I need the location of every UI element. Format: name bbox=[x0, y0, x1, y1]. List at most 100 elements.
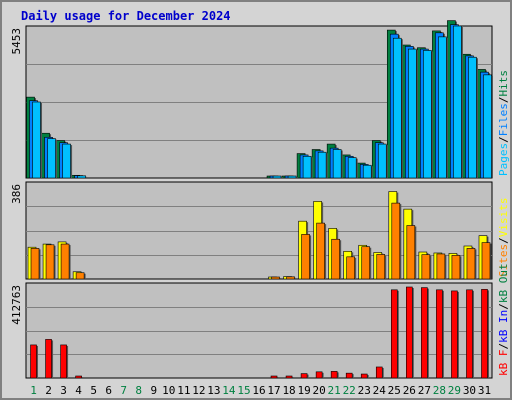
x-tick-label-day-2: 2 bbox=[45, 384, 52, 397]
bar-sites-day-4 bbox=[75, 272, 85, 280]
bar-kb-f-day-20 bbox=[315, 371, 323, 379]
x-tick-label-day-14: 14 bbox=[222, 384, 236, 397]
legend-entry-kbytes-0: kB F bbox=[497, 350, 510, 377]
bar-sites-day-17 bbox=[271, 276, 280, 280]
bar-kb-f-day-28 bbox=[436, 289, 443, 379]
bar-sites-day-19 bbox=[301, 234, 310, 280]
legend-entry-visits-sites-2: Visits bbox=[497, 198, 510, 238]
bar-sites-day-28 bbox=[436, 253, 446, 280]
bar-pages-day-27 bbox=[423, 50, 432, 179]
x-tick-label-day-8: 8 bbox=[135, 384, 142, 397]
bar-pages-day-21 bbox=[332, 149, 342, 179]
legend-entry-kbytes-1: / bbox=[497, 343, 510, 350]
bar-kb-f-day-18 bbox=[285, 375, 293, 379]
bar-pages-day-25 bbox=[392, 37, 402, 179]
x-tick-label-day-12: 12 bbox=[192, 384, 205, 397]
bar-pages-day-19 bbox=[302, 155, 312, 179]
x-tick-label-day-6: 6 bbox=[105, 384, 112, 397]
bar-sites-day-25 bbox=[391, 202, 401, 280]
bar-pages-day-20 bbox=[317, 151, 327, 179]
bar-kb-f-day-27 bbox=[421, 287, 428, 379]
bar-kb-f-day-31 bbox=[481, 289, 488, 379]
x-tick-label-day-1: 1 bbox=[30, 384, 37, 397]
chart-title: Daily usage for December 2024 bbox=[21, 9, 231, 23]
legend-entry-hits-files-pages-1: / bbox=[497, 136, 510, 143]
bar-kb-f-day-22 bbox=[345, 372, 353, 379]
x-tick-label-day-4: 4 bbox=[75, 384, 82, 397]
x-tick-label-day-18: 18 bbox=[282, 384, 295, 397]
bar-sites-day-23 bbox=[361, 246, 371, 280]
legend-entry-kbytes-3: / bbox=[497, 303, 510, 310]
x-tick-label-day-26: 26 bbox=[403, 384, 416, 397]
bar-pages-day-28 bbox=[438, 36, 447, 179]
y-max-label-visits-sites: 386 bbox=[10, 184, 23, 204]
legend-entry-kbytes-4: kB Out bbox=[497, 263, 510, 303]
plot-area-kbytes bbox=[25, 282, 493, 379]
x-tick-label-day-23: 23 bbox=[358, 384, 371, 397]
bar-kb-f-day-17 bbox=[270, 375, 278, 379]
legend-visits-sites: Sites/Visits bbox=[497, 198, 510, 278]
legend-kbytes: kB F/kB In/kB Out bbox=[497, 263, 510, 376]
bar-sites-day-21 bbox=[331, 238, 340, 280]
x-tick-label-day-9: 9 bbox=[150, 384, 157, 397]
bar-sites-day-26 bbox=[406, 225, 416, 280]
x-tick-label-day-28: 28 bbox=[433, 384, 446, 397]
bar-pages-day-1 bbox=[32, 101, 41, 179]
x-tick-label-day-17: 17 bbox=[267, 384, 280, 397]
legend-entry-hits-files-pages-2: Files bbox=[497, 103, 510, 136]
legend-entry-hits-files-pages-4: Hits bbox=[497, 70, 510, 97]
bar-kb-f-day-25 bbox=[390, 289, 398, 379]
x-tick-label-day-25: 25 bbox=[388, 384, 401, 397]
bar-kb-f-day-26 bbox=[406, 286, 413, 379]
x-tick-label-day-30: 30 bbox=[463, 384, 476, 397]
bar-pages-day-17 bbox=[272, 175, 282, 179]
bar-kb-f-day-23 bbox=[360, 373, 368, 379]
bar-kb-f-day-30 bbox=[466, 289, 473, 379]
x-tick-label-day-31: 31 bbox=[478, 384, 491, 397]
bar-kb-f-day-29 bbox=[451, 290, 458, 379]
bar-pages-day-2 bbox=[47, 138, 56, 179]
bar-sites-day-22 bbox=[346, 256, 355, 280]
bar-kb-f-day-1 bbox=[30, 344, 37, 379]
legend-entry-hits-files-pages-3: / bbox=[497, 97, 510, 104]
x-tick-label-day-29: 29 bbox=[448, 384, 461, 397]
x-tick-label-day-22: 22 bbox=[343, 384, 356, 397]
legend-entry-hits-files-pages-0: Pages bbox=[497, 143, 510, 176]
bar-sites-day-31 bbox=[481, 242, 491, 280]
y-max-label-kbytes: 412763 bbox=[10, 285, 23, 325]
bar-pages-day-22 bbox=[347, 157, 357, 179]
bar-pages-day-30 bbox=[468, 56, 477, 179]
bar-kb-f-day-21 bbox=[330, 371, 338, 379]
bar-sites-day-18 bbox=[286, 276, 295, 280]
bar-sites-day-29 bbox=[451, 255, 461, 280]
bar-sites-day-1 bbox=[30, 248, 40, 280]
x-tick-label-day-15: 15 bbox=[237, 384, 250, 397]
bar-pages-day-18 bbox=[287, 175, 297, 179]
bar-kb-f-day-24 bbox=[375, 366, 383, 379]
bar-pages-day-3 bbox=[62, 143, 71, 179]
legend-entry-visits-sites-1: / bbox=[497, 237, 510, 244]
x-tick-label-day-16: 16 bbox=[252, 384, 265, 397]
bar-sites-day-2 bbox=[45, 244, 55, 280]
x-tick-label-day-3: 3 bbox=[60, 384, 67, 397]
x-tick-label-day-7: 7 bbox=[120, 384, 127, 397]
x-tick-label-day-21: 21 bbox=[328, 384, 341, 397]
bar-sites-day-3 bbox=[60, 243, 70, 280]
x-tick-label-day-5: 5 bbox=[90, 384, 97, 397]
bar-pages-day-31 bbox=[483, 74, 492, 179]
y-max-label-hits-files-pages: 5453 bbox=[10, 28, 23, 55]
legend-entry-visits-sites-0: Sites bbox=[497, 244, 510, 277]
x-tick-label-day-27: 27 bbox=[418, 384, 431, 397]
bar-kb-f-day-2 bbox=[45, 339, 52, 379]
bar-sites-day-27 bbox=[421, 254, 431, 280]
bar-sites-day-30 bbox=[466, 248, 476, 280]
x-tick-label-day-11: 11 bbox=[177, 384, 190, 397]
bar-pages-day-29 bbox=[453, 25, 462, 179]
x-tick-label-day-24: 24 bbox=[373, 384, 387, 397]
bar-kb-f-day-19 bbox=[300, 373, 308, 379]
bar-kb-f-day-3 bbox=[60, 344, 67, 379]
bar-pages-day-24 bbox=[377, 143, 387, 179]
x-tick-label-day-20: 20 bbox=[313, 384, 326, 397]
